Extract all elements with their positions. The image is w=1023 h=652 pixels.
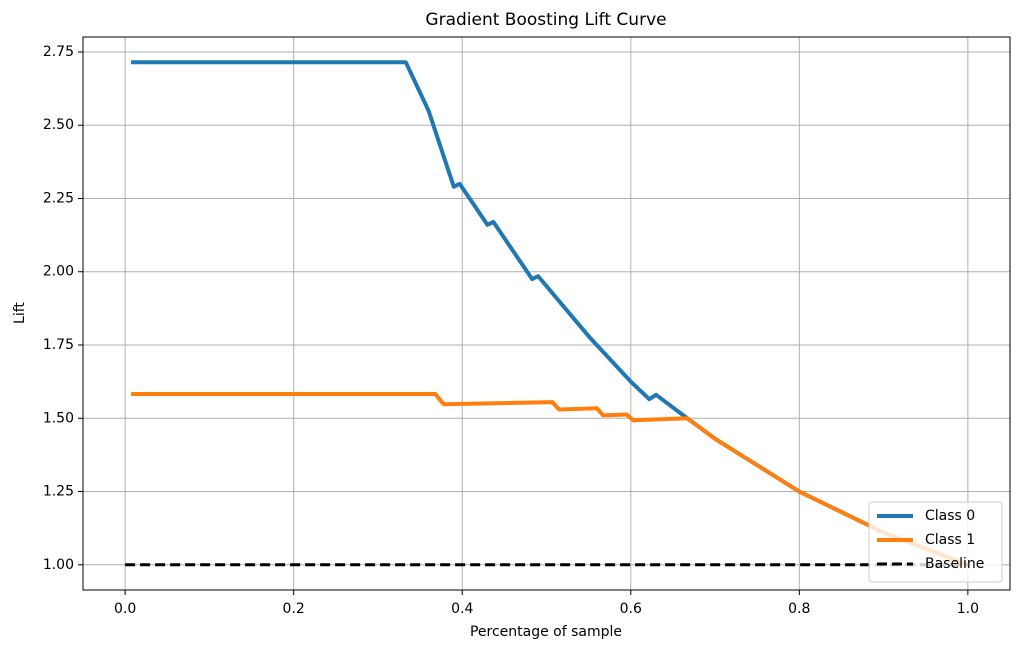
legend-label: Class 1 (925, 532, 975, 548)
y-tick-label: 1.25 (43, 484, 74, 500)
x-tick-label: 0.4 (451, 601, 473, 617)
line-series (131, 391, 969, 567)
chart-title: Gradient Boosting Lift Curve (425, 10, 666, 30)
legend-box (868, 501, 1003, 583)
axes-frame (82, 36, 1011, 591)
y-tick-label: 2.00 (43, 264, 74, 280)
y-tick-label: 1.75 (43, 337, 74, 353)
grid (83, 37, 1010, 590)
y-tick-label: 1.00 (43, 557, 74, 573)
x-tick-label: 0.6 (620, 601, 642, 617)
x-tick-label: 0.2 (283, 601, 305, 617)
y-tick-label: 2.75 (43, 44, 74, 60)
legend-label: Class 0 (925, 508, 975, 524)
x-tick-label: 0.0 (114, 601, 136, 617)
x-axis-label: Percentage of sample (470, 624, 622, 640)
y-tick-label: 2.25 (43, 190, 74, 206)
y-axis-label: Lift (12, 302, 28, 324)
line-series (131, 60, 969, 567)
y-tick-label: 1.50 (43, 410, 74, 426)
x-tick-label: 0.8 (788, 601, 810, 617)
x-tick-label: 1.0 (957, 601, 979, 617)
legend-label: Baseline (925, 556, 984, 572)
y-tick-label: 2.50 (43, 117, 74, 133)
legend: Class 0 Class 1 Baseline (868, 501, 1003, 583)
